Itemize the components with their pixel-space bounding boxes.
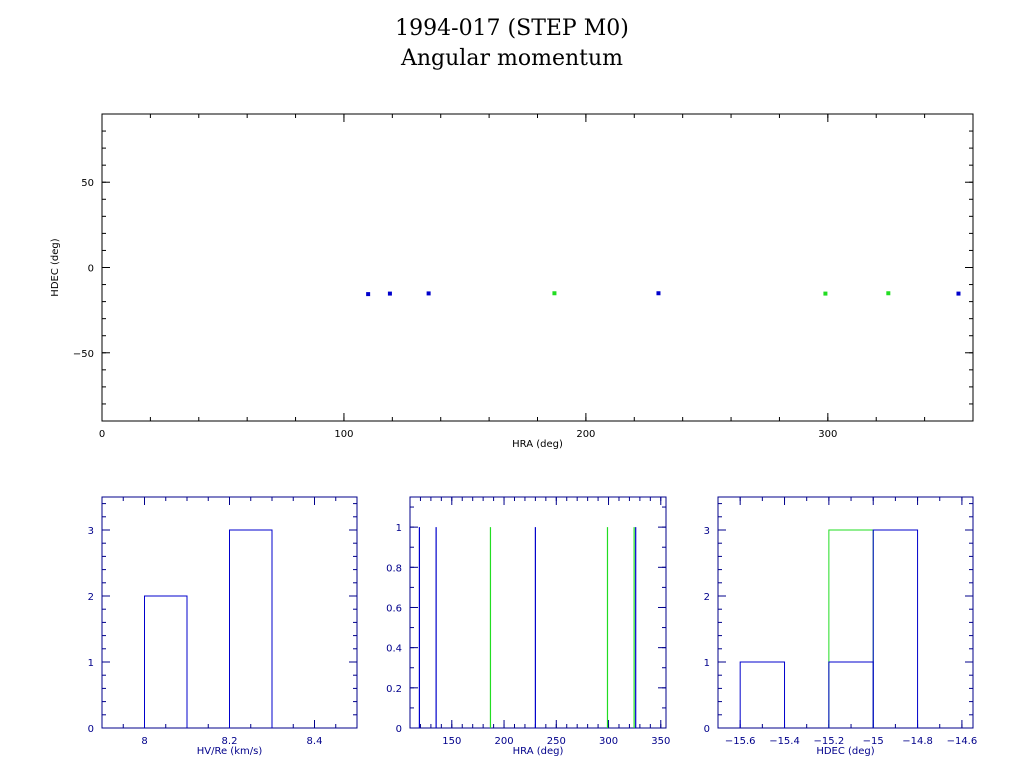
- y-tick-label-3: 0: [704, 724, 710, 735]
- scatter-point-green: [552, 291, 557, 296]
- scatter-point-green: [886, 291, 891, 296]
- scatter-point-blue: [426, 291, 431, 296]
- histogram-bar-blue: [229, 529, 273, 728]
- scatter-point-blue: [366, 292, 371, 297]
- plot-frame-2: [409, 496, 667, 729]
- x-tick-label-3: −15.4: [769, 736, 800, 747]
- x-axis-label-1: HV/Re (km/s): [197, 746, 263, 757]
- x-tick-label-3: −14.8: [902, 736, 933, 747]
- y-tick-label-3: 1: [704, 658, 710, 669]
- x-tick-label-1: 8: [141, 736, 147, 747]
- x-tick-label-3: −14.6: [947, 736, 978, 747]
- histogram-bar-blue: [739, 661, 786, 728]
- plot-frame-3: [717, 496, 974, 729]
- y-tick-label-3: 2: [704, 592, 710, 603]
- x-axis-label-2: HRA (deg): [513, 746, 564, 757]
- y-tick-label-2: 0.2: [386, 684, 402, 695]
- y-tick-label-3: 3: [704, 526, 710, 537]
- x-tick-label-2: 250: [547, 736, 566, 747]
- x-tick-label-2: 300: [599, 736, 618, 747]
- chart-subtitle: Angular momentum: [401, 46, 623, 71]
- y-tick-label-2: 0.8: [386, 563, 402, 574]
- y-tick-label-2: 0.6: [386, 603, 402, 614]
- x-tick-label-3: −15: [863, 736, 884, 747]
- chart-title: 1994-017 (STEP M0): [395, 16, 629, 41]
- y-tick-label-0: 0: [88, 264, 94, 275]
- histogram-bar-blue: [144, 595, 188, 728]
- x-tick-label-2: 150: [442, 736, 461, 747]
- plot-frame-0: [101, 113, 974, 422]
- histogram-bar-blue: [872, 529, 919, 728]
- y-tick-label-1: 3: [88, 526, 94, 537]
- y-tick-label-2: 0: [396, 724, 402, 735]
- histogram-bar-green: [828, 529, 874, 728]
- x-tick-label-3: −15.6: [725, 736, 756, 747]
- x-tick-label-3: −15.2: [814, 736, 845, 747]
- y-tick-label-1: 1: [88, 658, 94, 669]
- x-tick-label-0: 100: [334, 429, 353, 440]
- y-tick-label-2: 0.4: [386, 644, 402, 655]
- x-tick-label-1: 8.2: [222, 736, 238, 747]
- y-tick-label-0: 50: [81, 178, 94, 189]
- x-tick-label-0: 300: [818, 429, 837, 440]
- x-tick-label-2: 350: [651, 736, 670, 747]
- scatter-point-blue: [656, 291, 661, 296]
- y-axis-label-0: HDEC (deg): [50, 238, 61, 296]
- y-tick-label-1: 0: [88, 724, 94, 735]
- x-tick-label-1: 8.4: [307, 736, 323, 747]
- histogram-bar-blue: [828, 661, 874, 728]
- x-axis-label-3: HDEC (deg): [816, 746, 874, 757]
- scatter-point-blue: [387, 291, 392, 296]
- y-tick-label-1: 2: [88, 592, 94, 603]
- scatter-point-green: [823, 291, 828, 296]
- scatter-point-blue: [956, 291, 961, 296]
- x-axis-label-0: HRA (deg): [512, 439, 563, 450]
- y-tick-label-2: 1: [396, 523, 402, 534]
- x-tick-label-0: 200: [576, 429, 595, 440]
- x-tick-label-2: 200: [494, 736, 513, 747]
- x-tick-label-0: 0: [99, 429, 105, 440]
- y-tick-label-0: −50: [73, 349, 94, 360]
